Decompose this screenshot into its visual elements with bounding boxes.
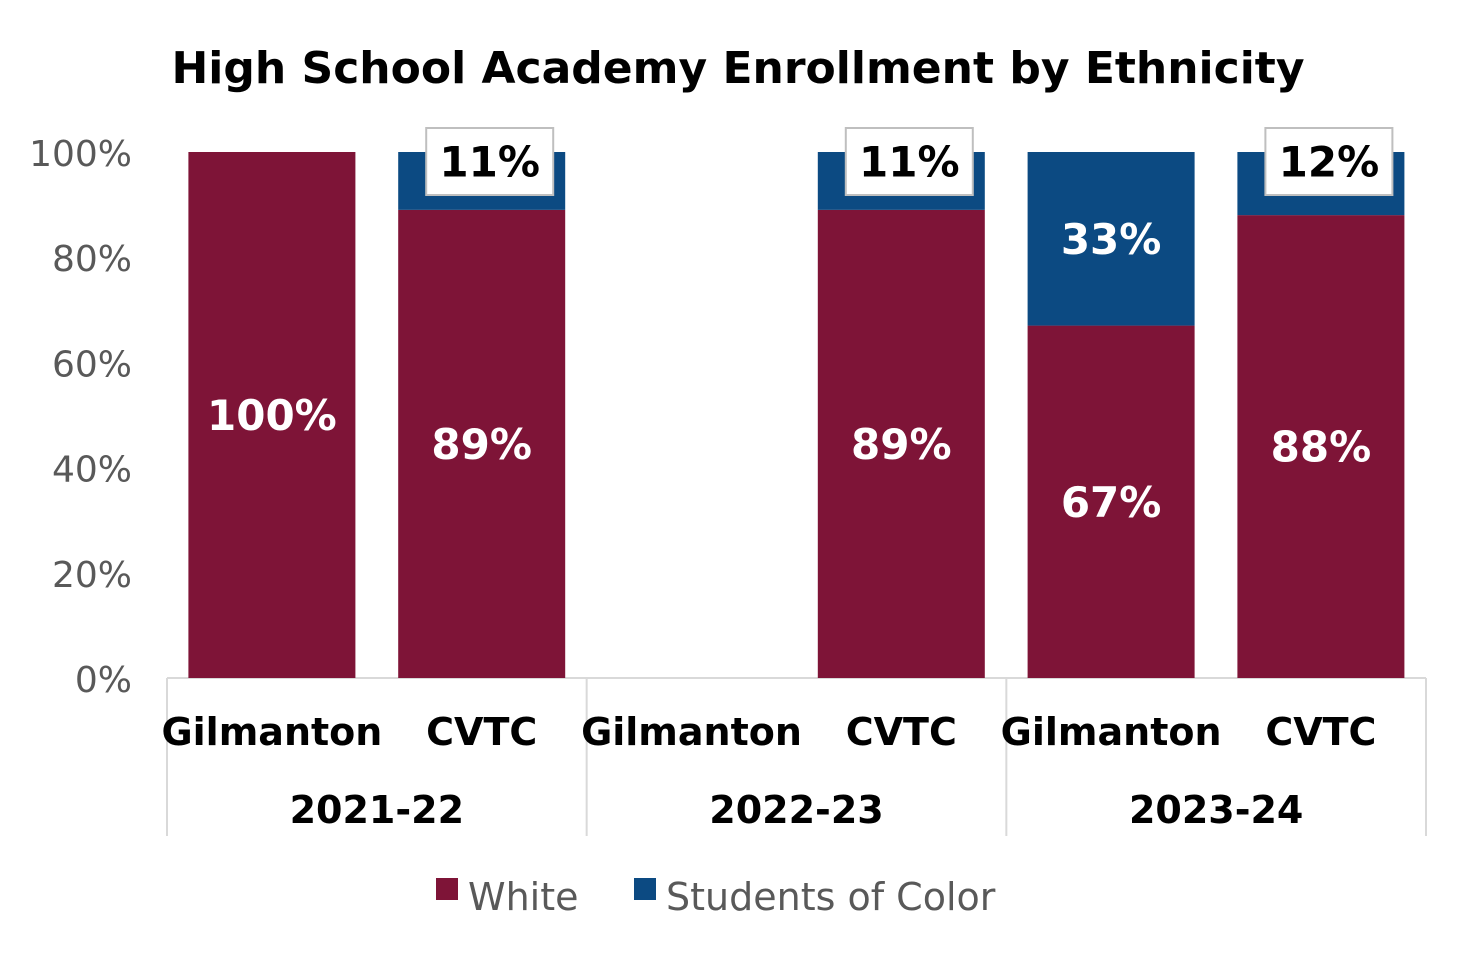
legend-label: Students of Color — [666, 875, 996, 919]
data-label: 88% — [1271, 423, 1372, 472]
y-tick-label: 20% — [52, 555, 132, 596]
category-label: CVTC — [1265, 710, 1376, 754]
category-label: Gilmanton — [581, 710, 802, 754]
data-label: 11% — [439, 138, 540, 187]
legend: White Students of Color — [436, 875, 996, 919]
data-label: 89% — [431, 420, 532, 469]
y-tick-label: 60% — [52, 344, 132, 385]
axis-layer: 0% 20% 40% 60% 80% 100% Gilmanton CVTC Gilmanton… — [29, 134, 1427, 836]
data-label-callout-box — [1264, 127, 1394, 196]
chart-title: High School Academy Enrollment by Ethnic… — [171, 43, 1304, 94]
bars-layer — [188, 152, 1405, 679]
legend-swatch-white — [436, 878, 458, 900]
legend-label: White — [468, 875, 579, 919]
category-label: Gilmanton — [1001, 710, 1222, 754]
legend-swatch-students-of-color — [634, 878, 656, 900]
group-label: 2023-24 — [1129, 788, 1303, 832]
y-tick-label: 40% — [52, 450, 132, 491]
y-tick-label: 100% — [29, 134, 132, 175]
category-label: Gilmanton — [161, 710, 382, 754]
bar-segment-white — [188, 152, 356, 678]
bar-segment-white — [1027, 325, 1195, 678]
bar-segment-students-of-color — [1027, 152, 1195, 326]
bar-segment-white — [398, 209, 566, 679]
y-tick-label: 0% — [75, 660, 132, 701]
data-label: 100% — [207, 391, 337, 440]
data-label-callout-box — [425, 127, 555, 196]
data-label: 12% — [1279, 138, 1380, 187]
bar-segment-white — [817, 209, 985, 679]
data-label: 89% — [851, 420, 952, 469]
data-label: 33% — [1061, 215, 1162, 264]
data-label: 11% — [859, 138, 960, 187]
group-label: 2022-23 — [709, 788, 883, 832]
data-labels-layer: 100% 89% 11% 89% 11% 67% 33% 88% 12% — [207, 127, 1394, 527]
bar-segment-white — [1237, 215, 1405, 678]
data-label-callout-box — [844, 127, 974, 196]
data-label: 67% — [1061, 478, 1162, 527]
group-label: 2021-22 — [290, 788, 464, 832]
category-label: CVTC — [426, 710, 537, 754]
category-label: CVTC — [846, 710, 957, 754]
y-tick-label: 80% — [52, 239, 132, 280]
